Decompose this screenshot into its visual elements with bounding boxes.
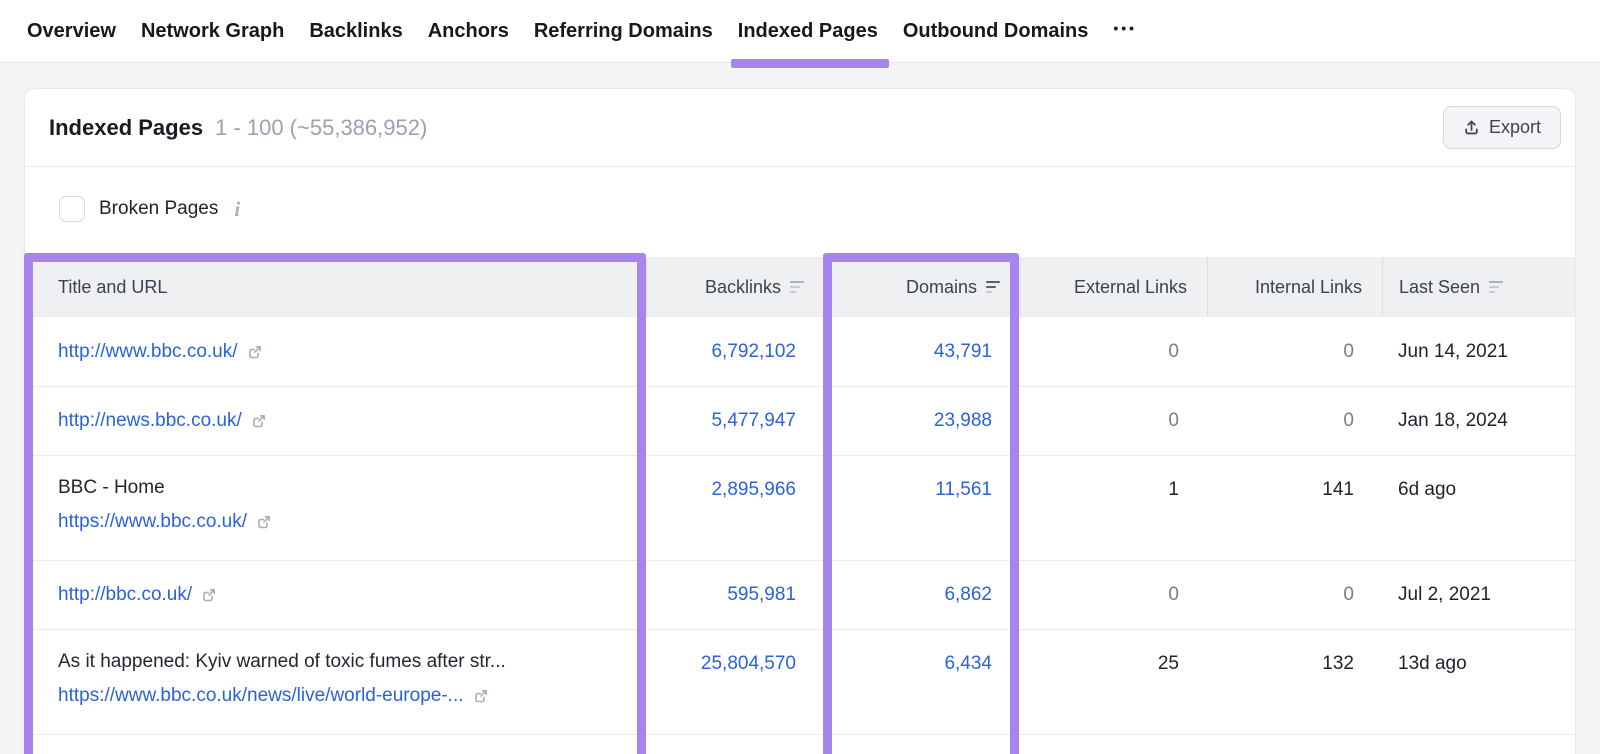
- table-header-row: Title and URL Backlinks Domains External…: [25, 257, 1575, 317]
- page-url-link[interactable]: https://www.bbc.co.uk/news/live/world-eu…: [58, 685, 464, 706]
- table-row: BBC - Home https://www.bbc.co.uk/ 2,895,…: [25, 455, 1575, 560]
- external-links-count: 0: [1168, 410, 1179, 431]
- sort-icon-backlinks: [790, 280, 804, 294]
- export-button-label: Export: [1488, 117, 1541, 137]
- column-header-domains[interactable]: Domains: [824, 257, 1020, 317]
- page-title: BBC - Home: [58, 477, 165, 498]
- more-tabs-button[interactable]: •••: [1113, 20, 1138, 36]
- tab-outbound-domains[interactable]: Outbound Domains: [902, 19, 1089, 42]
- domains-count-link[interactable]: 6,862: [944, 584, 992, 605]
- info-icon[interactable]: i: [234, 196, 241, 221]
- result-range-count: 1 - 100 (~55,386,952): [215, 114, 428, 140]
- column-header-last-seen-label: Last Seen: [1399, 276, 1481, 297]
- last-seen-value: Jan 18, 2024: [1398, 410, 1508, 431]
- tab-overview[interactable]: Overview: [27, 19, 116, 42]
- table-row: http://www.bbc.co.uk/ 6,792,102 43,791 0…: [25, 317, 1575, 386]
- sort-icon-last-seen: [1489, 280, 1504, 294]
- column-header-domains-label: Domains: [905, 276, 977, 297]
- column-header-last-seen[interactable]: Last Seen: [1382, 257, 1575, 317]
- last-seen-value: Jul 2, 2021: [1398, 584, 1491, 605]
- column-header-backlinks-label: Backlinks: [704, 276, 781, 297]
- card-title: Indexed Pages: [49, 114, 204, 140]
- column-header-title-url: Title and URL: [58, 276, 168, 297]
- table-row: As it happened: Kyiv warned of toxic fum…: [25, 629, 1575, 734]
- external-links-count: 25: [1157, 653, 1179, 674]
- last-seen-value: Jun 14, 2021: [1398, 340, 1508, 362]
- backlinks-count-link[interactable]: 6,792,102: [711, 340, 796, 362]
- column-header-backlinks[interactable]: Backlinks: [646, 257, 824, 317]
- broken-pages-checkbox[interactable]: [59, 196, 85, 222]
- domains-count-link[interactable]: 11,561: [935, 479, 992, 500]
- last-seen-value: 13d ago: [1398, 653, 1467, 674]
- broken-pages-filter: Broken Pages i: [25, 167, 1575, 257]
- page-url-link[interactable]: http://news.bbc.co.uk/: [58, 410, 242, 431]
- page-title: As it happened: Kyiv warned of toxic fum…: [58, 651, 506, 672]
- column-header-internal-links: Internal Links: [1207, 257, 1382, 317]
- tab-network-graph[interactable]: Network Graph: [140, 19, 285, 42]
- table-row: http://news.bbc.co.uk/ 5,477,947 23,988 …: [25, 386, 1575, 455]
- external-links-count: 1: [1168, 479, 1179, 500]
- indexed-pages-card: Indexed Pages 1 - 100 (~55,386,952) Expo…: [24, 88, 1576, 754]
- internal-links-count: 0: [1343, 410, 1354, 431]
- sort-icon-domains-active: [986, 280, 1000, 294]
- page-url-link[interactable]: https://www.bbc.co.uk/: [58, 511, 248, 532]
- external-link-icon[interactable]: [473, 688, 489, 704]
- next-row-partial: [25, 734, 1575, 751]
- internal-links-count: 0: [1343, 584, 1354, 605]
- backlinks-count-link[interactable]: 5,477,947: [711, 410, 796, 431]
- table-row: http://bbc.co.uk/ 595,981 6,862 0 0 Jul …: [25, 560, 1575, 629]
- page-body: Indexed Pages 1 - 100 (~55,386,952) Expo…: [0, 63, 1600, 754]
- external-link-icon[interactable]: [201, 587, 217, 603]
- external-links-count: 0: [1168, 584, 1179, 605]
- tab-anchors[interactable]: Anchors: [427, 19, 509, 42]
- internal-links-count: 132: [1322, 653, 1354, 674]
- external-link-icon[interactable]: [247, 344, 263, 360]
- export-icon: [1463, 119, 1480, 136]
- domains-count-link[interactable]: 43,791: [933, 340, 992, 362]
- page-url-link[interactable]: http://www.bbc.co.uk/: [58, 340, 238, 362]
- broken-pages-label: Broken Pages: [99, 198, 219, 219]
- backlinks-count-link[interactable]: 595,981: [727, 584, 796, 605]
- column-header-external-links: External Links: [1020, 257, 1207, 317]
- external-link-icon[interactable]: [256, 514, 272, 530]
- tab-referring-domains[interactable]: Referring Domains: [533, 19, 713, 42]
- external-links-count: 0: [1168, 340, 1179, 362]
- internal-links-count: 0: [1343, 340, 1354, 362]
- last-seen-value: 6d ago: [1398, 479, 1457, 500]
- internal-links-count: 141: [1322, 479, 1354, 500]
- tab-indexed-pages-label: Indexed Pages: [737, 19, 878, 42]
- backlinks-count-link[interactable]: 2,895,966: [711, 479, 796, 500]
- tab-backlinks[interactable]: Backlinks: [309, 19, 403, 42]
- backlinks-count-link[interactable]: 25,804,570: [700, 653, 796, 674]
- report-tabs-bar: Overview Network Graph Backlinks Anchors…: [0, 0, 1600, 68]
- domains-count-link[interactable]: 6,434: [944, 653, 992, 674]
- external-link-icon[interactable]: [251, 413, 267, 429]
- export-button[interactable]: Export: [1442, 106, 1561, 149]
- domains-count-link[interactable]: 23,988: [933, 410, 992, 431]
- page-url-link[interactable]: http://bbc.co.uk/: [58, 584, 193, 605]
- card-header: Indexed Pages 1 - 100 (~55,386,952) Expo…: [25, 89, 1575, 167]
- tab-indexed-pages[interactable]: Indexed Pages: [730, 0, 889, 68]
